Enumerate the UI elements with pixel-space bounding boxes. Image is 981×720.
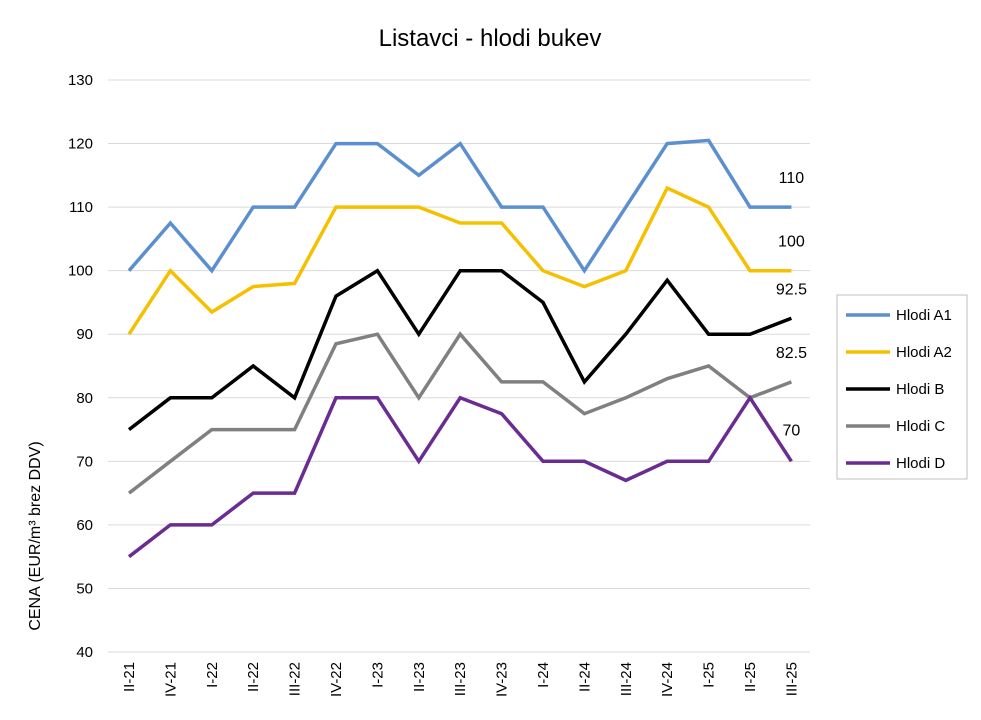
x-tick-label: I-24 bbox=[535, 662, 552, 688]
x-tick-label: II-25 bbox=[742, 662, 759, 692]
data-label: 70 bbox=[783, 422, 801, 439]
x-tick-label: IV-23 bbox=[494, 662, 511, 697]
x-tick-label: IV-21 bbox=[162, 662, 179, 697]
legend-box bbox=[836, 294, 968, 480]
x-tick-label: III-24 bbox=[618, 662, 635, 696]
x-tick-label: IV-24 bbox=[659, 662, 676, 697]
x-tick-label: III-22 bbox=[287, 662, 304, 696]
legend: Hlodi A1 Hlodi A2 Hlodi B Hlodi C Hlodi D bbox=[836, 294, 968, 480]
legend-entry-label: Hlodi A2 bbox=[896, 344, 952, 361]
series-line-hlodi-a2 bbox=[127, 185, 792, 336]
y-tick-label: 70 bbox=[76, 453, 93, 470]
legend-entry-label: Hlodi C bbox=[896, 418, 945, 435]
x-tick-label: III-23 bbox=[452, 662, 469, 696]
y-axis-label: CENA (EUR/m³ brez DDV) bbox=[27, 441, 44, 630]
y-tick-label: 40 bbox=[76, 644, 93, 661]
x-tick-label: I-25 bbox=[701, 662, 718, 688]
legend-entry-label: Hlodi B bbox=[896, 381, 944, 398]
x-tick-label: I-22 bbox=[204, 662, 221, 688]
data-label: 110 bbox=[779, 170, 805, 187]
x-tick-label: II-24 bbox=[576, 662, 593, 692]
y-tick-label: 130 bbox=[68, 72, 93, 89]
x-tick-label: II-21 bbox=[121, 662, 138, 692]
legend-entry-label: Hlodi A1 bbox=[896, 307, 952, 324]
end-data-labels: 110 100 92.5 82.5 70 bbox=[776, 170, 807, 439]
chart-title: Listavci - hlodi bukev bbox=[379, 25, 602, 52]
y-tick-label: 50 bbox=[76, 580, 93, 597]
series-line-hlodi-a1 bbox=[127, 138, 792, 274]
y-tick-label: 80 bbox=[76, 390, 93, 407]
y-tick-label: 60 bbox=[76, 517, 93, 534]
data-label: 82.5 bbox=[776, 345, 807, 362]
x-tick-label: II-23 bbox=[411, 662, 428, 692]
x-tick-label: IV-22 bbox=[328, 662, 345, 697]
x-tick-label: I-23 bbox=[369, 662, 386, 688]
x-tick-label: III-25 bbox=[783, 662, 800, 696]
y-tick-label: 110 bbox=[69, 199, 93, 216]
x-axis-ticks: II-21 IV-21 I-22 II-22 III-22 IV-22 I-23 II-23 I… bbox=[121, 662, 800, 697]
series-line-hlodi-b bbox=[127, 268, 793, 431]
y-tick-label: 100 bbox=[68, 263, 93, 280]
y-axis-ticks: 40 50 60 70 80 90 100 110 120 130 bbox=[68, 72, 93, 661]
y-tick-label: 120 bbox=[68, 136, 93, 153]
y-tick-label: 90 bbox=[76, 326, 93, 343]
series-lines bbox=[127, 138, 793, 559]
data-label: 100 bbox=[778, 234, 805, 251]
x-tick-label: II-22 bbox=[245, 662, 262, 692]
legend-entry-label: Hlodi D bbox=[896, 455, 945, 472]
data-label: 92.5 bbox=[776, 281, 807, 298]
series-line-hlodi-c bbox=[127, 331, 793, 495]
series-line-hlodi-d bbox=[127, 394, 793, 559]
